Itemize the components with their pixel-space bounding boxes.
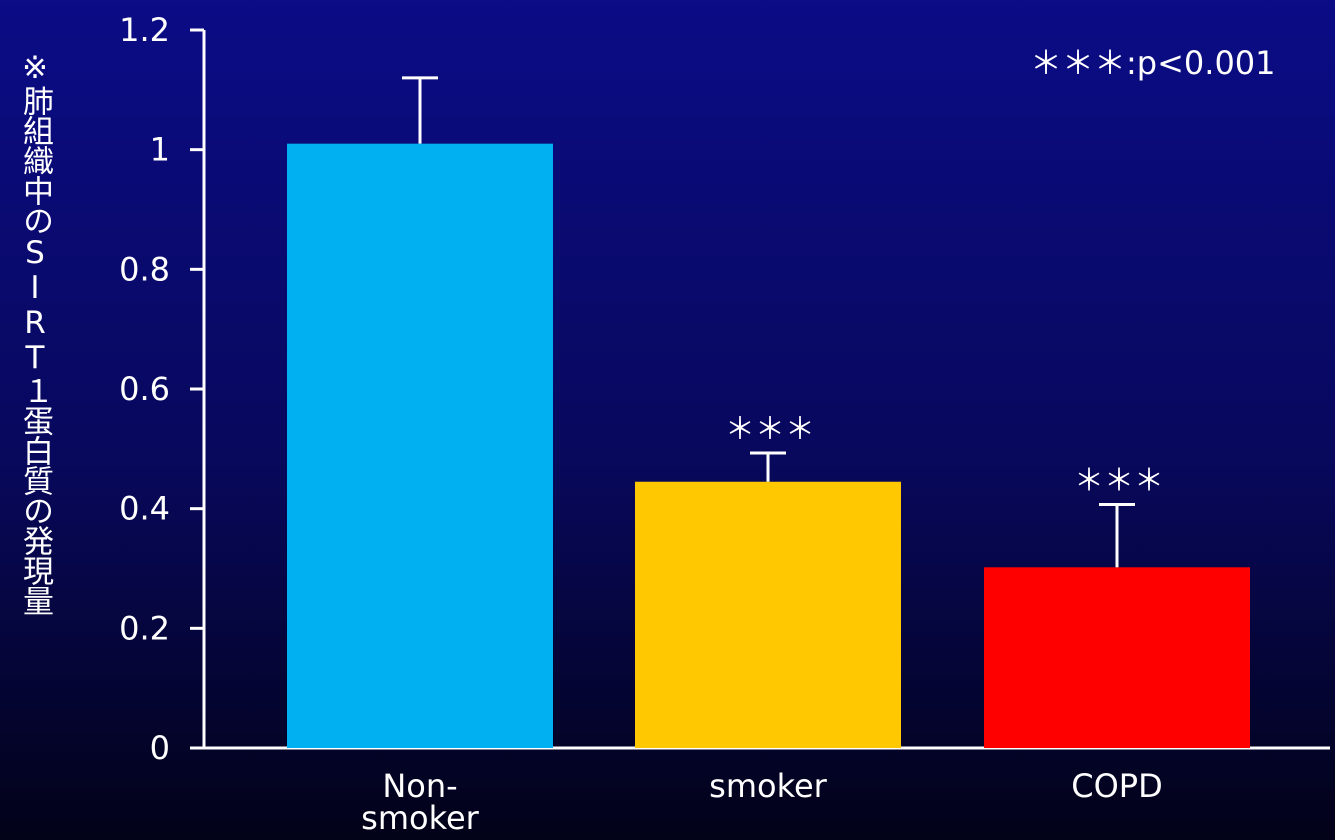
significance-note: ＊＊＊:p<0.001	[1030, 44, 1276, 82]
y-tick-label: 0.8	[119, 250, 170, 288]
significance-marker: ＊＊＊	[1074, 463, 1164, 498]
bar	[287, 143, 553, 748]
bar	[984, 567, 1250, 748]
y-tick-label: 0.4	[119, 490, 170, 528]
y-axis-label: ※肺組織中のSIRT１蛋白質の発現量	[17, 50, 53, 615]
y-tick-label: 1	[150, 131, 170, 169]
y-tick-label: 1.2	[119, 11, 170, 49]
x-tick-label: smoker	[709, 767, 828, 805]
x-tick-label: COPD	[1071, 767, 1162, 805]
significance-marker: ＊＊＊	[725, 412, 815, 447]
bar	[635, 481, 901, 748]
y-tick-label: 0	[150, 729, 170, 767]
x-tick-label: Non-smoker	[361, 767, 480, 837]
y-tick-label: 0.6	[119, 370, 170, 408]
y-tick-label: 0.2	[119, 609, 170, 647]
